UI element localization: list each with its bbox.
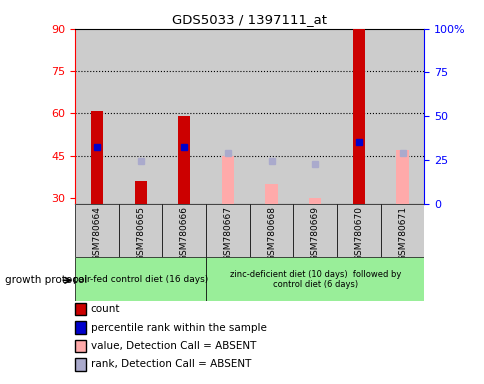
Bar — [221, 156, 234, 204]
Text: count: count — [91, 304, 120, 314]
Bar — [206, 29, 249, 204]
Text: growth protocol: growth protocol — [5, 275, 87, 285]
Text: GSM780668: GSM780668 — [267, 206, 275, 261]
Bar — [380, 29, 424, 204]
Bar — [91, 111, 103, 204]
Bar — [293, 29, 336, 204]
Text: GSM780671: GSM780671 — [397, 206, 406, 261]
Bar — [75, 29, 119, 204]
Bar — [119, 29, 162, 204]
Bar — [178, 116, 190, 204]
Bar — [293, 204, 336, 257]
Bar — [75, 204, 119, 257]
Bar — [308, 198, 321, 204]
Bar — [336, 29, 380, 204]
Title: GDS5033 / 1397111_at: GDS5033 / 1397111_at — [172, 13, 327, 26]
Text: GSM780669: GSM780669 — [310, 206, 319, 261]
Bar — [119, 204, 162, 257]
Text: percentile rank within the sample: percentile rank within the sample — [91, 323, 266, 333]
Bar — [249, 29, 293, 204]
Text: zinc-deficient diet (10 days)  followed by
control diet (6 days): zinc-deficient diet (10 days) followed b… — [229, 270, 400, 289]
Bar — [206, 204, 249, 257]
Text: rank, Detection Call = ABSENT: rank, Detection Call = ABSENT — [91, 359, 251, 369]
Text: GSM780664: GSM780664 — [92, 206, 101, 261]
Bar — [336, 204, 380, 257]
Bar — [206, 257, 424, 301]
Bar — [352, 29, 364, 204]
Text: GSM780666: GSM780666 — [180, 206, 188, 261]
Text: GSM780670: GSM780670 — [354, 206, 363, 261]
Text: GSM780667: GSM780667 — [223, 206, 232, 261]
Text: value, Detection Call = ABSENT: value, Detection Call = ABSENT — [91, 341, 256, 351]
Text: pair-fed control diet (16 days): pair-fed control diet (16 days) — [73, 275, 208, 284]
Bar — [162, 204, 206, 257]
Bar — [162, 29, 206, 204]
Bar — [380, 204, 424, 257]
Bar — [134, 181, 147, 204]
Bar — [395, 150, 408, 204]
Bar — [75, 257, 206, 301]
Bar — [249, 204, 293, 257]
Text: GSM780665: GSM780665 — [136, 206, 145, 261]
Bar — [265, 184, 277, 204]
